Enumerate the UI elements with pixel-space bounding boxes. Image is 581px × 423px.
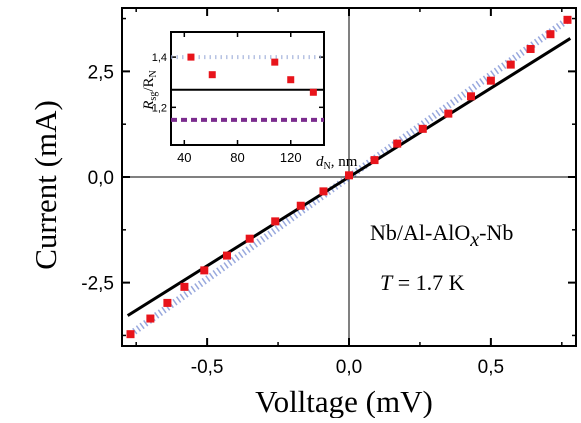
data-point: [486, 76, 495, 85]
temperature-var: T: [380, 270, 394, 295]
inset-x-tick-label: 120: [280, 150, 302, 165]
inset-y-axis-label: Rsg/RN: [141, 70, 159, 111]
inset-x-var: d: [316, 154, 324, 170]
data-point: [180, 282, 189, 291]
main-marks-layer: [126, 15, 572, 339]
inset-x-tick-label: 80: [230, 150, 244, 165]
inset-y-var: R: [141, 101, 157, 111]
sample-name: Nb/Al-AlO: [370, 220, 470, 245]
temperature-annotation: T = 1.7 K: [380, 270, 465, 295]
inset-data-point: [187, 53, 195, 61]
data-point: [222, 251, 231, 260]
data-point: [467, 92, 476, 101]
text-layer: Volltage (mV) Current (mA) Nb/Al-AlOx-Nb…: [28, 70, 513, 419]
data-point: [370, 156, 379, 165]
data-point: [506, 60, 515, 69]
data-point: [563, 15, 572, 24]
sample-sub: x: [469, 229, 479, 251]
data-point: [146, 314, 155, 323]
inset-data-point: [271, 58, 279, 66]
data-point: [319, 187, 328, 196]
y-axis-label: Current (mA): [28, 100, 63, 270]
inset-y-tick-label: 1,4: [152, 52, 167, 64]
sample-name-end: -Nb: [479, 220, 513, 245]
sample-annotation: Nb/Al-AlOx-Nb: [370, 220, 513, 251]
data-point: [271, 217, 280, 226]
inset-data-point: [208, 71, 216, 79]
y-tick-label: 2,5: [88, 62, 114, 83]
inset-y-sub2: N: [148, 70, 159, 77]
x-axis-label: Volltage (mV): [255, 384, 433, 418]
data-point: [345, 171, 353, 180]
inset-x-axis-label: dN, nm: [316, 154, 358, 172]
inset-data-point: [287, 76, 295, 84]
y-tick-label: 0,0: [88, 168, 114, 189]
temperature-value: = 1.7 K: [392, 270, 464, 295]
data-point: [526, 44, 535, 53]
inset-y-sub1: sg: [148, 92, 159, 101]
x-tick-label: -0,5: [191, 357, 224, 378]
inset-layer: 40 80 120 1,2 1,4: [152, 31, 325, 165]
inset-frame: [170, 31, 325, 146]
inset-x-sub: N: [324, 161, 331, 172]
data-point: [245, 234, 254, 243]
data-point: [546, 30, 555, 39]
data-point: [296, 201, 305, 210]
y-tick-label: -2,5: [81, 274, 114, 295]
x-tick-label: 0,5: [478, 357, 504, 378]
inset-y-mid: /R: [141, 77, 157, 91]
data-point: [200, 266, 209, 275]
inset-x-unit: , nm: [331, 154, 358, 170]
data-point: [393, 139, 402, 148]
data-point: [418, 124, 427, 133]
data-point: [444, 109, 453, 118]
inset-data-point: [309, 88, 317, 96]
data-point: [126, 330, 135, 339]
inset-y-tick-label: 1,2: [152, 102, 167, 114]
inset-x-tick-label: 40: [177, 150, 191, 165]
x-tick-label: 0,0: [336, 357, 362, 378]
data-point: [163, 298, 172, 307]
